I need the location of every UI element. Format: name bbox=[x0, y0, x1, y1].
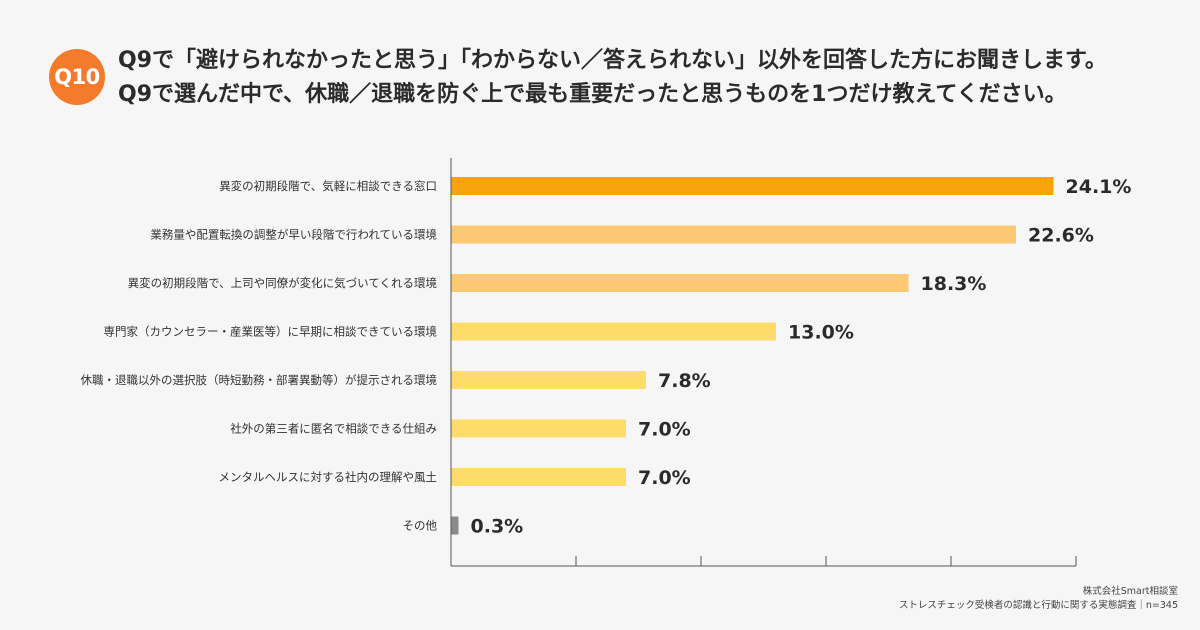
category-label-8: その他 bbox=[403, 519, 438, 533]
category-label-1: 異変の初期段階で、気軽に相談できる窓口 bbox=[219, 179, 437, 193]
bar-2 bbox=[451, 225, 1016, 244]
value-label-5: 7.8% bbox=[658, 370, 711, 392]
bar-3 bbox=[451, 274, 909, 292]
question-badge: Q10 bbox=[49, 49, 105, 105]
bar-5 bbox=[451, 371, 646, 389]
value-label-6: 7.0% bbox=[638, 419, 691, 441]
category-label-3: 異変の初期段階で、上司や同僚が変化に気づいてくれる環境 bbox=[128, 276, 437, 290]
value-label-1: 24.1% bbox=[1066, 176, 1132, 198]
bar-6 bbox=[451, 419, 626, 438]
value-label-4: 13.0% bbox=[788, 322, 854, 344]
bar-7 bbox=[451, 468, 626, 486]
bar-4 bbox=[451, 322, 776, 341]
category-label-6: 社外の第三者に匿名で相談できる仕組み bbox=[230, 422, 437, 436]
title-line-2: Q9で選んだ中で、休職／退職を防ぐ上で最も重要だったと思うものを1つだけ教えてく… bbox=[118, 82, 1067, 107]
category-label-7: メンタルヘルスに対する社内の理解や風土 bbox=[219, 470, 438, 484]
value-label-2: 22.6% bbox=[1028, 225, 1094, 247]
value-label-3: 18.3% bbox=[921, 273, 987, 295]
footer-source: ストレスチェック受検者の認識と行動に関する実態調査｜n=345 bbox=[898, 600, 1178, 611]
bar-8 bbox=[451, 516, 459, 535]
value-label-8: 0.3% bbox=[471, 516, 524, 538]
category-label-5: 休職・退職以外の選択肢（時短勤務・部署異動等）が提示される環境 bbox=[81, 373, 438, 387]
chart-title: Q9で「避けられなかったと思う」「わからない／答えられない」以外を回答した方にお… bbox=[118, 44, 1178, 112]
value-label-7: 7.0% bbox=[638, 467, 691, 489]
bar-1 bbox=[451, 177, 1054, 195]
footer: 株式会社Smart相談室 ストレスチェック受検者の認識と行動に関する実態調査｜n… bbox=[899, 585, 1178, 613]
category-label-4: 専門家（カウンセラー・産業医等）に早期に相談できている環境 bbox=[104, 325, 438, 339]
category-label-2: 業務量や配置転換の調整が早い段階で行われている環境 bbox=[150, 228, 437, 242]
footer-company: 株式会社Smart相談室 bbox=[1082, 586, 1178, 597]
title-line-1: Q9で「避けられなかったと思う」「わからない／答えられない」以外を回答した方にお… bbox=[118, 48, 1107, 73]
